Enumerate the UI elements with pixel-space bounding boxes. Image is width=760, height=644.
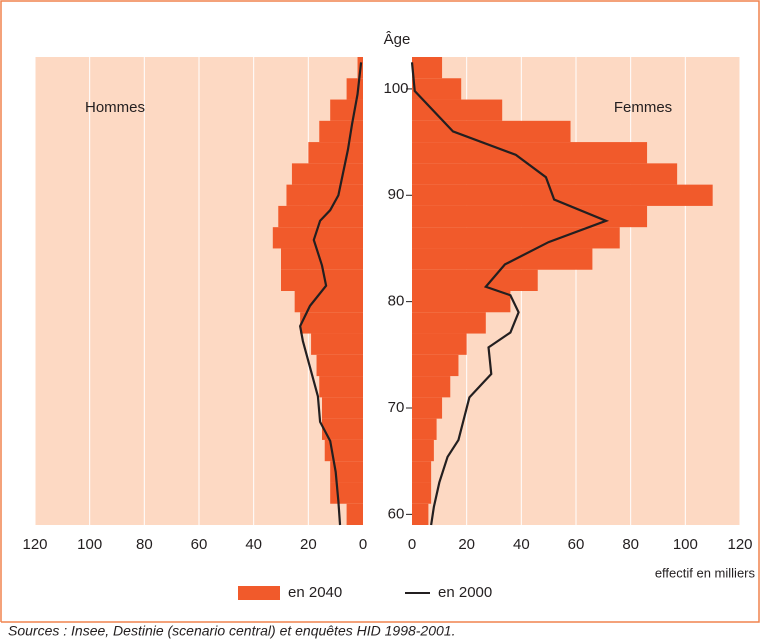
bar [412,482,432,504]
bar [291,163,363,185]
x-tick-label: 20 [458,536,475,553]
bar [412,354,459,377]
bar [324,439,363,462]
bar [322,397,363,419]
bar [412,269,538,291]
bar [330,461,363,483]
line [298,62,363,526]
bar [330,99,363,121]
bar [346,503,363,525]
x-tick-label: 120 [727,536,752,553]
x-tick-label: 20 [300,536,317,553]
x-tick-label: 40 [245,536,262,553]
bar [412,99,503,121]
y-tick-label: 60 [388,505,405,522]
x-tick-label: 100 [77,536,102,553]
bar [412,184,713,206]
x-tick-label: 0 [359,536,367,553]
bar [412,163,678,185]
x-tick-label: 60 [568,536,585,553]
panel-label: Femmes [614,99,672,116]
bar [281,269,363,291]
bar [281,248,363,270]
bar [286,184,363,206]
y-tick-label: 100 [383,80,408,97]
bar [412,227,620,249]
x-tick-label: 40 [513,536,530,553]
bar [308,142,363,164]
bar [412,333,467,355]
line [410,62,610,526]
bar [311,333,363,355]
bar [412,205,648,228]
bar [412,57,443,79]
bar [412,120,571,143]
y-tick-label: 80 [388,293,405,310]
bar [412,418,437,440]
bar [412,291,511,313]
bar [412,78,462,100]
bar [412,376,451,398]
bar [330,482,363,504]
x-tick-label: 120 [22,536,47,553]
panel-label: Hommes [85,99,145,116]
bar [412,248,593,270]
source: Sources : Insee, Destinie (scenario cent… [8,623,455,639]
bar [272,227,363,249]
bar [412,312,486,334]
y-tick-label: 90 [388,186,405,203]
bar [294,291,363,313]
bar [319,376,363,398]
frame [0,0,760,623]
x-tick-label: 80 [136,536,153,553]
x-axis-label: effectif en milliers [655,565,756,580]
x-tick-label: 80 [622,536,639,553]
bar [412,461,432,483]
bar [316,354,363,377]
bar [319,120,363,143]
x-tick-label: 100 [673,536,698,553]
x-tick-label: 0 [408,536,416,553]
x-tick-label: 60 [191,536,208,553]
bar [278,205,363,228]
legend-swatch [238,586,280,600]
legend-label: en 2000 [438,584,492,601]
bar [300,312,363,334]
y-tick-label: 70 [388,399,405,416]
bar [412,503,429,525]
bar [412,397,443,419]
y-axis-label: Âge [384,31,411,48]
bar [412,439,434,462]
legend-label: en 2040 [288,584,342,601]
bar [322,418,363,440]
bar [346,78,363,100]
bar [412,142,648,164]
